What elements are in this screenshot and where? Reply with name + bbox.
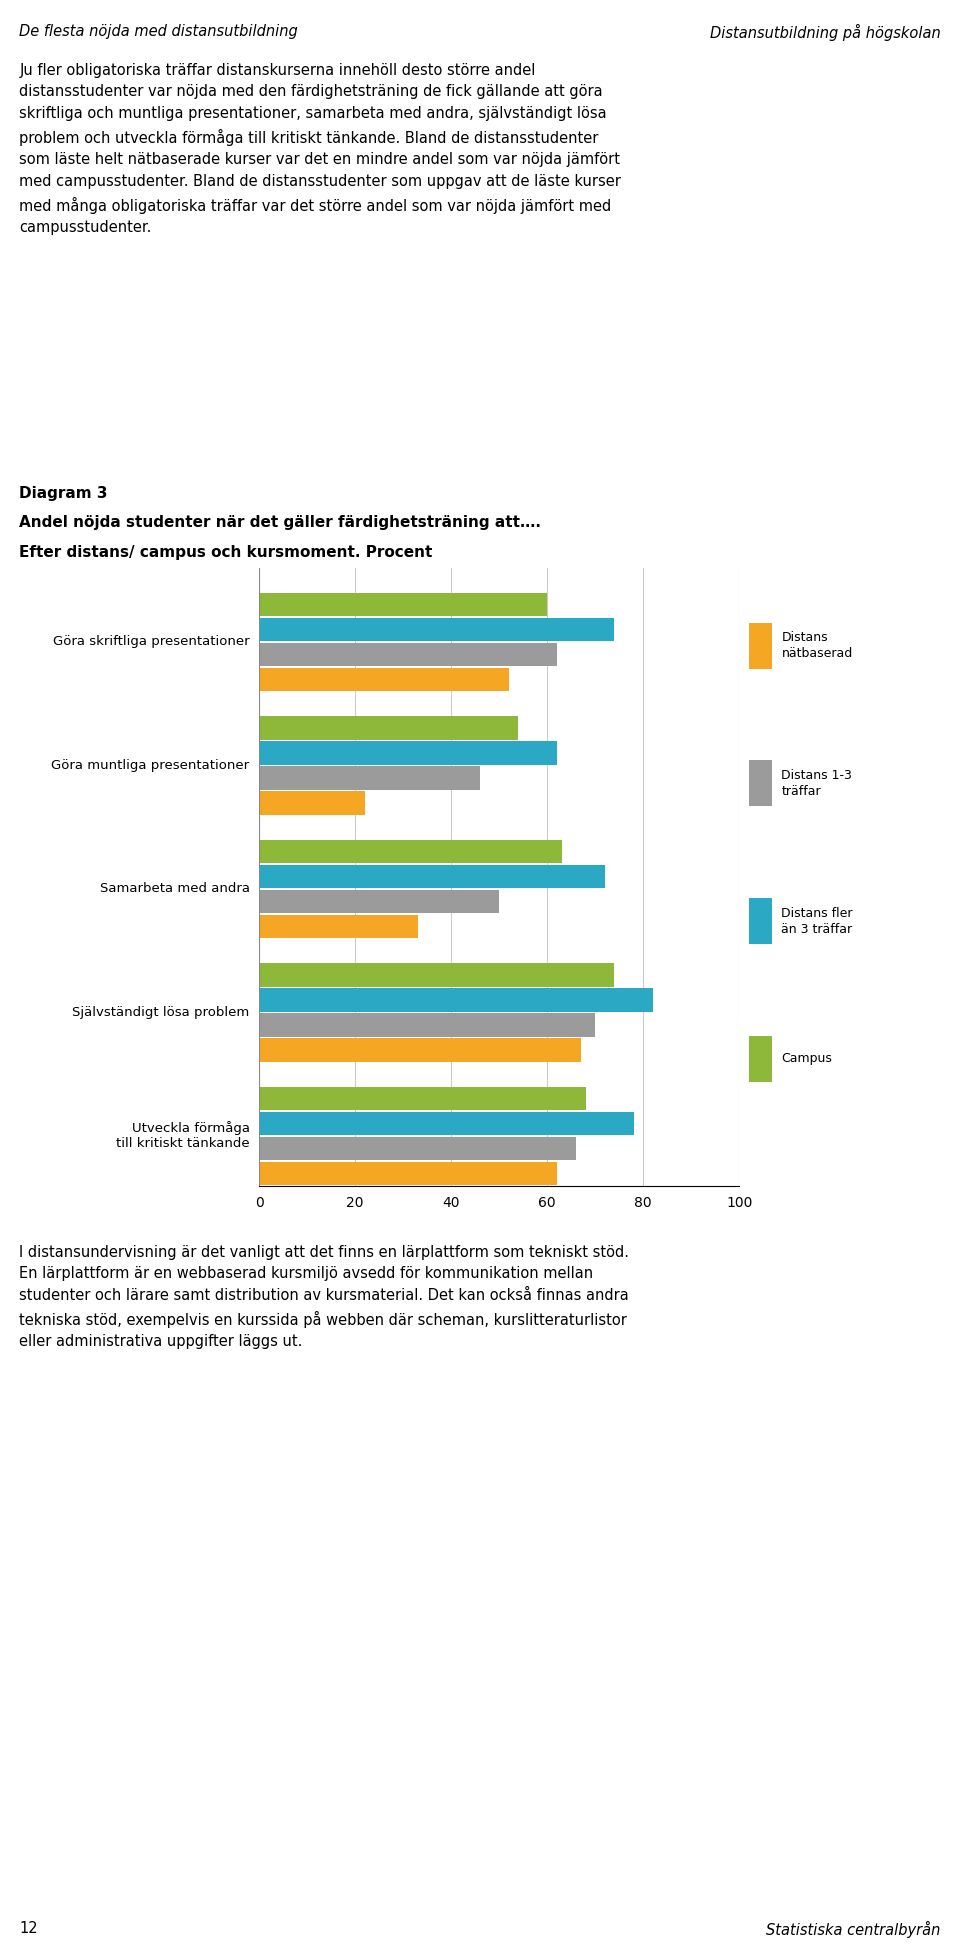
Bar [259,988,653,1011]
Text: Göra muntliga presentationer: Göra muntliga presentationer [52,759,250,772]
Bar [259,592,547,615]
FancyBboxPatch shape [749,623,772,668]
Bar [259,890,499,913]
Bar [259,741,557,764]
Text: Statistiska centralbyrån: Statistiska centralbyrån [766,1921,941,1938]
Bar [259,715,518,739]
Text: Andel nöjda studenter när det gäller färdighetsträning att….: Andel nöjda studenter när det gäller fär… [19,515,541,531]
Bar [259,766,480,790]
Bar [259,1137,576,1160]
Bar [259,792,365,815]
Bar [259,1013,595,1037]
FancyBboxPatch shape [749,898,772,945]
Bar [259,617,614,641]
Bar [259,915,418,939]
Text: Distans
nätbaserad: Distans nätbaserad [781,631,852,661]
Bar [259,864,605,888]
Text: Ju fler obligatoriska träffar distanskurserna innehöll desto större andel
distan: Ju fler obligatoriska träffar distanskur… [19,63,621,235]
Bar [259,668,509,692]
Text: Distansutbildning på högskolan: Distansutbildning på högskolan [710,24,941,41]
Text: Självständigt lösa problem: Självständigt lösa problem [72,1005,250,1019]
Text: Göra skriftliga presentationer: Göra skriftliga presentationer [53,635,250,649]
Text: Distans fler
än 3 träffar: Distans fler än 3 träffar [781,907,852,935]
Bar [259,1162,557,1186]
Text: 12: 12 [19,1921,37,1936]
Bar [259,962,614,986]
Text: Distans 1-3
träffar: Distans 1-3 träffar [781,768,852,798]
FancyBboxPatch shape [749,760,772,806]
Bar [259,1111,634,1135]
Text: Campus: Campus [781,1053,832,1064]
Bar [259,839,562,862]
Bar [259,643,557,666]
Bar [259,1086,586,1109]
Text: Diagram 3: Diagram 3 [19,486,108,502]
Text: Efter distans/ campus och kursmoment. Procent: Efter distans/ campus och kursmoment. Pr… [19,545,433,561]
Text: De flesta nöjda med distansutbildning: De flesta nöjda med distansutbildning [19,24,298,39]
Text: I distansundervisning är det vanligt att det finns en lärplattform som tekniskt : I distansundervisning är det vanligt att… [19,1245,629,1348]
Text: Samarbeta med andra: Samarbeta med andra [100,882,250,896]
Text: Utveckla förmåga
till kritiskt tänkande: Utveckla förmåga till kritiskt tänkande [116,1121,250,1151]
FancyBboxPatch shape [749,1035,772,1082]
Bar [259,1039,581,1062]
